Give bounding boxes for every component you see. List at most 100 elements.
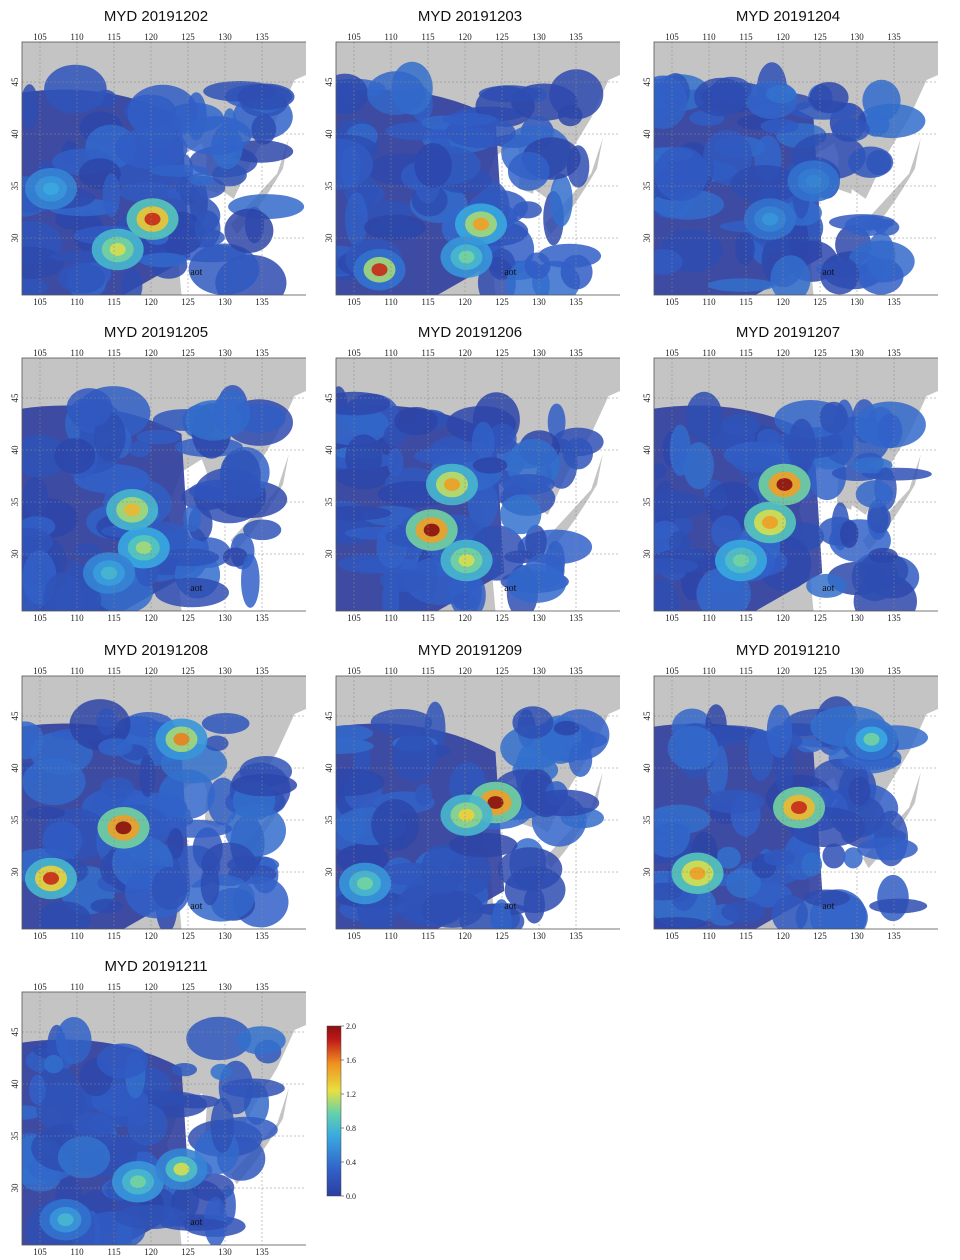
lon-tick-label: 130 [850,666,864,676]
aot-hotspot [791,801,807,814]
lon-tick-label: 125 [181,982,195,992]
lat-tick-label: 30 [324,867,334,877]
lat-tick-label: 45 [642,393,652,403]
map-panel: MYD 20191211 105 105 110 110 115 115 120 120 125 1… [6,954,306,1259]
lon-tick-label: 120 [144,666,158,676]
lon-tick-label: 135 [255,1247,269,1257]
aot-hotspot [371,263,388,277]
lat-tick-label: 30 [642,867,652,877]
lat-tick-label: 30 [642,549,652,559]
lat-tick-label: 40 [642,763,652,773]
aot-label: aot [504,583,516,594]
lon-tick-label: 120 [458,666,472,676]
lon-tick-label: 115 [107,1247,121,1257]
lon-tick-label: 115 [739,931,753,941]
lat-tick-label: 35 [642,815,652,825]
lon-tick-label: 105 [347,32,361,42]
aot-hotspot [423,523,440,537]
lon-tick-label: 130 [532,666,546,676]
map-panel: MYD 20191203 105 105 110 110 115 115 120 120 125 1… [320,4,620,309]
colorbar-tick-label: 0.8 [346,1124,356,1133]
aot-map: 105 105 110 110 115 115 120 120 125 125 130 130 135 1… [642,666,938,941]
lon-tick-label: 130 [218,32,232,42]
aot-colorbar: 2.0 1.6 1.2 0.8 0.4 0.0 [326,1022,356,1201]
map-frame [653,357,938,612]
aot-hotspot [109,243,126,256]
lon-tick-label: 120 [144,32,158,42]
lon-tick-label: 115 [421,348,435,358]
graticule [22,42,306,295]
aot-hotspot [458,250,475,264]
lat-tick-label: 40 [642,129,652,139]
lon-tick-label: 105 [33,613,47,623]
panel-title: MYD 20191209 [417,642,523,659]
aot-label: aot [504,267,516,278]
lon-tick-label: 125 [181,297,195,307]
graticule [336,42,620,295]
aot-hotspot [173,732,190,746]
lon-tick-label: 135 [569,32,583,42]
map-frame [335,41,620,296]
map-frame [21,41,306,296]
lon-tick-label: 125 [181,32,195,42]
lon-tick-label: 105 [33,982,47,992]
lon-tick-label: 115 [107,982,121,992]
aot-map: 105 105 110 110 115 115 120 120 125 125 130 130 135 1… [642,32,938,307]
map-frame [653,675,938,930]
lon-tick-label: 110 [702,666,716,676]
lat-tick-label: 35 [10,1131,20,1141]
panel-title: MYD 20191211 [104,958,208,975]
lon-tick-label: 105 [33,1247,47,1257]
map-frame [335,675,620,930]
lat-tick-label: 30 [642,233,652,243]
aot-hotspot [805,174,822,188]
lon-tick-label: 105 [33,666,47,676]
lon-tick-label: 130 [532,32,546,42]
aot-hotspot [473,217,489,231]
lon-tick-label: 135 [569,348,583,358]
aot-map: 105 105 110 110 115 115 120 120 125 125 130 130 135 1… [10,32,306,307]
lon-tick-label: 110 [702,348,716,358]
map-panel: MYD 20191205 105 105 110 110 115 115 120 120 125 1… [6,320,306,625]
graticule [22,358,306,611]
colorbar-tick-label: 0.4 [346,1158,356,1167]
lon-tick-label: 125 [495,32,509,42]
aot-hotspot [733,554,749,567]
lon-tick-label: 135 [255,613,269,623]
lon-tick-label: 120 [776,32,790,42]
lon-tick-label: 120 [776,931,790,941]
panel-title: MYD 20191207 [735,324,841,341]
lon-tick-label: 105 [33,297,47,307]
aot-hotspot [776,478,793,491]
aot-label: aot [822,901,834,912]
lat-tick-label: 45 [10,393,20,403]
graticule [336,358,620,611]
lon-tick-label: 105 [665,666,679,676]
aot-map: 105 105 110 110 115 115 120 120 125 125 130 130 135 1… [324,666,620,941]
lon-tick-label: 105 [665,613,679,623]
lon-tick-label: 115 [107,666,121,676]
lat-tick-label: 35 [324,181,334,191]
lon-tick-label: 135 [255,348,269,358]
colorbar-tick-label: 2.0 [346,1022,356,1031]
lat-tick-label: 40 [10,129,20,139]
lat-tick-label: 30 [324,549,334,559]
lon-tick-label: 120 [458,931,472,941]
lon-tick-label: 105 [33,32,47,42]
lon-tick-label: 120 [458,348,472,358]
lat-tick-label: 45 [324,393,334,403]
lat-tick-label: 45 [642,711,652,721]
lon-tick-label: 120 [144,613,158,623]
lon-tick-label: 135 [887,666,901,676]
lon-tick-label: 110 [702,931,716,941]
lon-tick-label: 115 [739,613,753,623]
aot-label: aot [504,901,516,912]
panel-title: MYD 20191202 [103,8,209,25]
aot-map: 105 105 110 110 115 115 120 120 125 125 130 130 135 1… [324,32,620,307]
panel-title: MYD 20191206 [417,324,523,341]
lon-tick-label: 125 [181,348,195,358]
lon-tick-label: 130 [850,297,864,307]
japan-landmass [862,138,921,235]
lat-tick-label: 30 [10,1183,20,1193]
lat-tick-label: 35 [324,815,334,825]
